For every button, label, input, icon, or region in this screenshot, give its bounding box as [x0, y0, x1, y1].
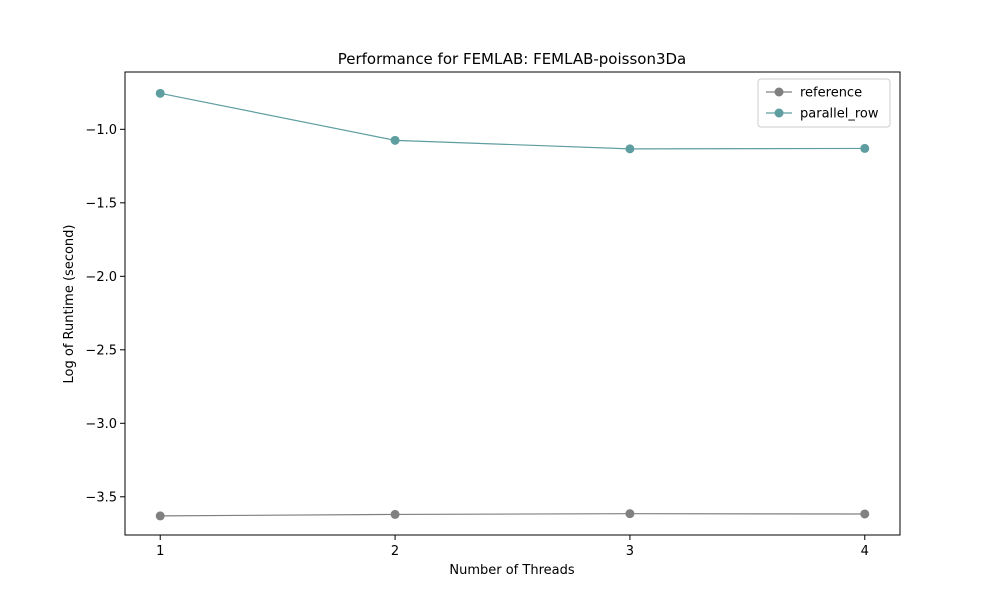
- chart-title: Performance for FEMLAB: FEMLAB-poisson3D…: [338, 50, 687, 68]
- data-point: [860, 509, 870, 519]
- data-point: [390, 509, 400, 519]
- y-tick-label: −1.5: [85, 196, 117, 211]
- data-point: [625, 509, 635, 519]
- legend-label-parallel_row: parallel_row: [800, 107, 879, 122]
- plot-area: [155, 88, 870, 521]
- data-point: [155, 511, 165, 521]
- legend: reference parallel_row: [757, 78, 891, 128]
- data-point: [860, 143, 870, 153]
- y-tick-label: −3.5: [85, 490, 117, 505]
- x-tick-label: 2: [391, 544, 399, 559]
- series-line-reference: [160, 513, 865, 517]
- x-tick-label: 4: [861, 544, 869, 559]
- series-line-parallel_row: [160, 92, 865, 150]
- y-tick-label: −1.0: [85, 123, 117, 138]
- x-tick-label: 3: [626, 544, 634, 559]
- axes: 1 2 3 4 −1.0 −1.5 −2.0 −2.5 −3.0 −3.5: [85, 71, 901, 559]
- legend-box: [757, 78, 891, 128]
- y-tick-label: −2.0: [85, 270, 117, 285]
- data-point: [625, 144, 635, 154]
- x-axis-label: Number of Threads: [449, 563, 574, 578]
- legend-label-reference: reference: [800, 86, 862, 101]
- y-tick-label: −2.5: [85, 343, 117, 358]
- y-axis-label: Log of Runtime (second): [62, 225, 77, 384]
- data-point: [155, 88, 165, 98]
- legend-marker-parallel_row: [774, 108, 784, 118]
- data-point: [390, 135, 400, 145]
- x-tick-label: 1: [156, 544, 164, 559]
- legend-marker-reference: [774, 87, 784, 97]
- plot-frame: [124, 71, 901, 536]
- y-tick-label: −3.0: [85, 417, 117, 432]
